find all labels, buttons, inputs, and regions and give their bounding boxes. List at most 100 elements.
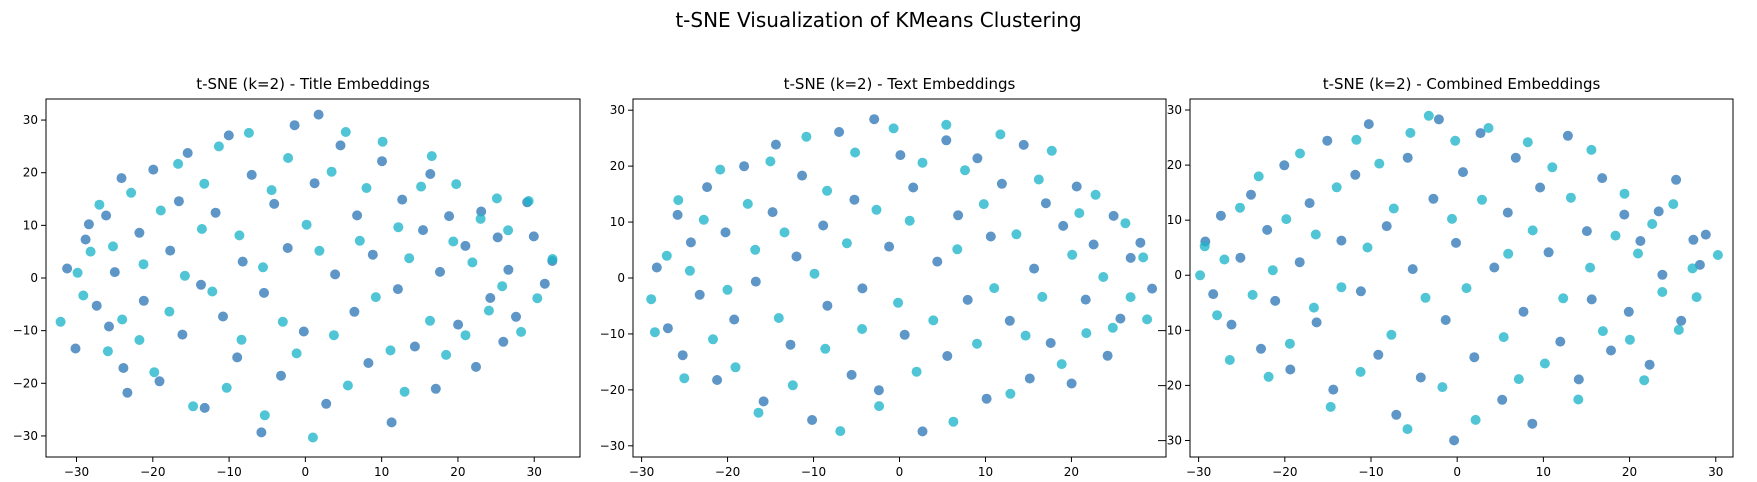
data-point-cluster-0 (1469, 352, 1480, 363)
data-point-cluster-0 (1080, 294, 1091, 305)
data-point-cluster-1 (416, 181, 427, 192)
data-point-cluster-1 (1503, 248, 1514, 259)
data-point-cluster-1 (483, 305, 494, 316)
data-point-cluster-0 (1657, 269, 1668, 280)
data-point-cluster-1 (850, 147, 861, 158)
data-point-cluster-0 (539, 278, 550, 289)
data-point-cluster-1 (188, 401, 199, 412)
data-point-cluster-0 (498, 336, 509, 347)
data-point-cluster-0 (807, 415, 818, 425)
data-point-cluster-1 (1386, 329, 1397, 340)
data-point-cluster-0 (321, 398, 332, 409)
data-point-cluster-0 (899, 329, 910, 340)
data-point-cluster-1 (134, 335, 145, 345)
data-point-cluster-0 (210, 207, 221, 218)
data-point-cluster-0 (62, 263, 73, 274)
data-point-cluster-0 (177, 329, 188, 340)
data-point-cluster-1 (698, 214, 709, 225)
data-point-cluster-0 (972, 153, 983, 164)
y-tick-label: −20 (13, 376, 38, 390)
data-point-cluster-1 (1610, 230, 1621, 241)
data-point-cluster-0 (122, 387, 133, 398)
data-point-cluster-0 (492, 232, 503, 243)
data-point-cluster-1 (1633, 248, 1643, 259)
data-point-cluster-0 (758, 396, 769, 407)
data-point-cluster-1 (173, 158, 184, 169)
data-point-cluster-1 (773, 313, 784, 323)
data-point-cluster-0 (118, 363, 129, 373)
data-point-cluster-0 (1215, 210, 1226, 221)
data-point-cluster-0 (1108, 210, 1119, 221)
data-point-cluster-0 (1475, 128, 1486, 139)
data-point-cluster-1 (1586, 144, 1597, 155)
data-point-cluster-0 (791, 251, 802, 262)
data-point-cluster-1 (888, 123, 899, 134)
data-point-cluster-0 (1336, 235, 1347, 246)
data-point-cluster-0 (1518, 306, 1529, 317)
data-point-cluster-0 (1635, 236, 1646, 246)
data-point-cluster-0 (276, 370, 286, 381)
data-point-cluster-0 (1391, 409, 1402, 420)
data-point-cluster-1 (277, 316, 288, 327)
data-point-cluster-0 (511, 311, 521, 322)
data-point-cluster-0 (942, 351, 953, 361)
x-tick-label: 30 (527, 465, 542, 479)
data-point-cluster-1 (1673, 324, 1684, 335)
data-point-cluster-1 (1402, 424, 1413, 435)
data-point-cluster-1 (1477, 194, 1487, 205)
data-point-cluster-1 (1107, 322, 1118, 333)
data-point-cluster-1 (928, 315, 939, 326)
data-point-cluster-0 (1363, 119, 1374, 130)
data-point-cluster-0 (1270, 295, 1281, 306)
data-point-cluster-0 (237, 256, 248, 267)
data-point-cluster-0 (1125, 252, 1136, 263)
data-point-cluster-0 (895, 150, 906, 161)
data-point-cluster-0 (1440, 315, 1451, 325)
data-point-cluster-1 (649, 327, 660, 338)
data-point-cluster-1 (342, 380, 353, 391)
data-point-cluster-0 (363, 358, 374, 368)
data-point-cluster-1 (266, 185, 277, 196)
data-point-cluster-1 (1450, 135, 1461, 146)
data-point-cluster-0 (1246, 189, 1256, 200)
data-point-cluster-1 (1687, 263, 1698, 274)
data-point-cluster-0 (1004, 315, 1015, 326)
data-point-cluster-1 (340, 127, 351, 137)
data-point-cluster-0 (785, 339, 796, 350)
data-point-cluster-0 (165, 245, 176, 256)
data-point-cluster-0 (770, 139, 781, 150)
data-point-cluster-1 (948, 416, 959, 427)
data-point-cluster-0 (109, 267, 120, 278)
data-point-cluster-1 (1138, 252, 1149, 263)
data-point-cluster-1 (328, 330, 339, 341)
data-point-cluster-0 (712, 375, 723, 385)
y-tick-label: −10 (1157, 323, 1182, 337)
data-point-cluster-0 (662, 323, 673, 334)
data-point-cluster-0 (330, 269, 341, 280)
y-tick-label: −10 (600, 327, 625, 341)
data-point-cluster-1 (1527, 225, 1538, 236)
points (55, 109, 558, 443)
data-point-cluster-1 (1281, 214, 1292, 225)
data-point-cluster-1 (1308, 302, 1319, 313)
data-point-cluster-1 (1513, 374, 1524, 385)
data-point-cluster-1 (259, 410, 270, 421)
x-tick-label: 30 (1708, 465, 1723, 479)
data-point-cluster-0 (1527, 418, 1538, 429)
data-point-cluster-1 (753, 407, 764, 418)
data-point-cluster-0 (425, 169, 436, 179)
x-tick-label: −10 (216, 465, 241, 479)
data-point-cluster-0 (1623, 306, 1634, 317)
data-point-cluster-0 (1694, 259, 1705, 270)
data-point-cluster-0 (1433, 114, 1444, 125)
data-point-cluster-1 (221, 382, 232, 393)
data-point-cluster-0 (857, 283, 868, 294)
data-point-cluster-1 (1267, 265, 1278, 276)
data-point-cluster-0 (739, 161, 750, 172)
data-point-cluster-0 (1653, 206, 1664, 217)
data-point-cluster-1 (1639, 375, 1650, 386)
data-point-cluster-0 (1058, 220, 1069, 231)
data-point-cluster-1 (78, 290, 89, 301)
data-point-cluster-1 (874, 401, 885, 412)
